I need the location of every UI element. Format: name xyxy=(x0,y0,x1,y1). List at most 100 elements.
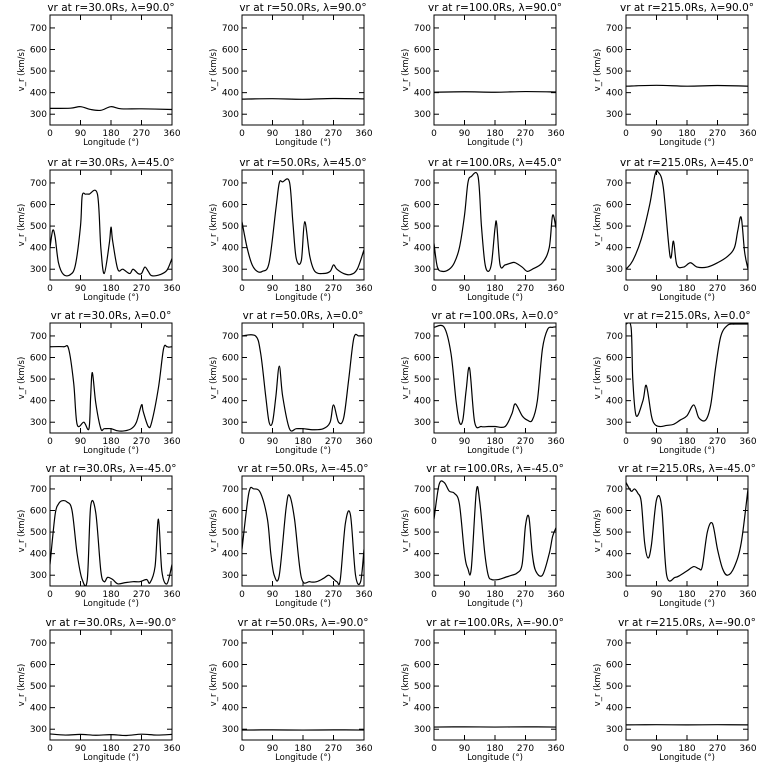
x-tick-label: 180 xyxy=(486,129,503,139)
y-tick-label: 700 xyxy=(606,332,623,342)
plot-frame xyxy=(433,14,557,126)
x-tick-label: 360 xyxy=(163,744,180,754)
y-tick-label: 700 xyxy=(606,179,623,189)
x-tick-label: 360 xyxy=(355,744,372,754)
y-tick-label: 600 xyxy=(414,46,431,56)
x-tick-label: 270 xyxy=(517,437,534,447)
x-tick-label: 90 xyxy=(459,437,471,447)
x-tick-label: 270 xyxy=(133,437,150,447)
x-tick-label: 90 xyxy=(459,744,471,754)
plot-frame xyxy=(49,629,173,741)
y-tick-label: 400 xyxy=(222,397,239,407)
chart-panel: vr at r=100.0Rs, λ=-90.0° 0 90 180 270 360 300… xyxy=(401,617,565,763)
x-tick-label: 270 xyxy=(517,744,534,754)
x-axis-label: Longitude (°) xyxy=(83,138,139,148)
plot-frame xyxy=(241,322,365,434)
series-line xyxy=(626,170,748,270)
y-tick-label: 500 xyxy=(30,222,47,232)
x-tick-label: 0 xyxy=(239,129,245,139)
y-tick-label: 500 xyxy=(222,67,239,77)
x-axis-label: Longitude (°) xyxy=(83,599,139,609)
x-tick-label: 270 xyxy=(325,437,342,447)
y-tick-label: 400 xyxy=(606,89,623,99)
y-tick-label: 600 xyxy=(606,201,623,211)
y-tick-label: 500 xyxy=(606,222,623,232)
y-tick-label: 500 xyxy=(222,222,239,232)
x-tick-label: 270 xyxy=(517,284,534,294)
y-tick-label: 400 xyxy=(414,397,431,407)
x-tick-label: 360 xyxy=(163,129,180,139)
y-tick-label: 500 xyxy=(414,67,431,77)
y-tick-label: 500 xyxy=(414,375,431,385)
series-line xyxy=(50,189,172,277)
x-tick-label: 90 xyxy=(651,437,663,447)
series-line xyxy=(50,106,172,112)
series-line xyxy=(242,178,364,276)
x-tick-label: 270 xyxy=(709,437,726,447)
x-tick-label: 360 xyxy=(739,129,756,139)
y-tick-label: 500 xyxy=(222,375,239,385)
y-tick-label: 300 xyxy=(30,725,47,735)
series-line xyxy=(50,499,172,586)
x-axis-label: Longitude (°) xyxy=(275,293,331,303)
x-tick-label: 0 xyxy=(431,437,437,447)
x-tick-label: 180 xyxy=(102,437,119,447)
x-tick-label: 0 xyxy=(431,744,437,754)
chart-panel: vr at r=50.0Rs, λ=0.0° 0 90 180 270 360 300 400… xyxy=(209,310,373,456)
chart-panel: vr at r=30.0Rs, λ=-90.0° 0 90 180 270 360 300 4… xyxy=(17,617,181,763)
chart-panel: vr at r=215.0Rs, λ=-45.0° 0 90 180 270 360 300… xyxy=(593,463,757,609)
series-line xyxy=(242,97,364,100)
y-tick-label: 500 xyxy=(606,528,623,538)
y-axis-label: v_r (km/s) xyxy=(593,510,603,553)
x-tick-label: 0 xyxy=(47,590,53,600)
x-axis-label: Longitude (°) xyxy=(83,293,139,303)
x-tick-label: 90 xyxy=(267,744,279,754)
y-tick-label: 400 xyxy=(30,704,47,714)
x-tick-label: 180 xyxy=(678,129,695,139)
x-tick-label: 90 xyxy=(75,437,87,447)
y-axis-label: v_r (km/s) xyxy=(209,510,219,553)
x-tick-label: 0 xyxy=(623,284,629,294)
y-axis-label: v_r (km/s) xyxy=(401,49,411,92)
y-tick-label: 400 xyxy=(606,704,623,714)
chart-panel: vr at r=215.0Rs, λ=-90.0° 0 90 180 270 360 300… xyxy=(593,617,757,763)
x-tick-label: 360 xyxy=(547,437,564,447)
x-axis-label: Longitude (°) xyxy=(275,599,331,609)
y-tick-label: 300 xyxy=(30,110,47,120)
y-axis-label: v_r (km/s) xyxy=(17,664,27,707)
y-tick-label: 700 xyxy=(606,485,623,495)
y-tick-label: 700 xyxy=(222,639,239,649)
x-tick-label: 270 xyxy=(709,129,726,139)
chart-panel: vr at r=100.0Rs, λ=45.0° 0 90 180 270 360 300 4… xyxy=(401,157,565,303)
y-axis-label: v_r (km/s) xyxy=(17,204,27,247)
series-line xyxy=(242,333,364,432)
y-tick-label: 300 xyxy=(414,571,431,581)
y-tick-label: 600 xyxy=(30,201,47,211)
x-tick-label: 360 xyxy=(739,744,756,754)
series-line xyxy=(50,733,172,737)
y-tick-label: 700 xyxy=(414,639,431,649)
y-tick-label: 400 xyxy=(606,397,623,407)
x-tick-label: 270 xyxy=(709,590,726,600)
y-tick-label: 600 xyxy=(30,661,47,671)
panel-title: vr at r=215.0Rs, λ=-90.0° xyxy=(618,617,756,629)
x-tick-label: 0 xyxy=(239,590,245,600)
y-tick-label: 300 xyxy=(606,418,623,428)
panel-title: vr at r=30.0Rs, λ=90.0° xyxy=(47,2,174,14)
y-tick-label: 500 xyxy=(414,528,431,538)
series-line xyxy=(434,324,556,429)
panel-title: vr at r=100.0Rs, λ=-45.0° xyxy=(426,463,564,475)
chart-panel: vr at r=100.0Rs, λ=0.0° 0 90 180 270 360 300 40… xyxy=(401,310,565,456)
y-tick-label: 300 xyxy=(606,265,623,275)
series-line xyxy=(626,482,748,582)
x-tick-label: 360 xyxy=(355,590,372,600)
y-tick-label: 400 xyxy=(30,550,47,560)
x-tick-label: 180 xyxy=(102,284,119,294)
panel-title: vr at r=215.0Rs, λ=0.0° xyxy=(623,310,750,322)
panel-title: vr at r=215.0Rs, λ=45.0° xyxy=(620,157,754,169)
x-tick-label: 0 xyxy=(239,744,245,754)
x-tick-label: 360 xyxy=(547,129,564,139)
y-axis-label: v_r (km/s) xyxy=(209,357,219,400)
x-tick-label: 0 xyxy=(47,744,53,754)
y-tick-label: 700 xyxy=(30,485,47,495)
